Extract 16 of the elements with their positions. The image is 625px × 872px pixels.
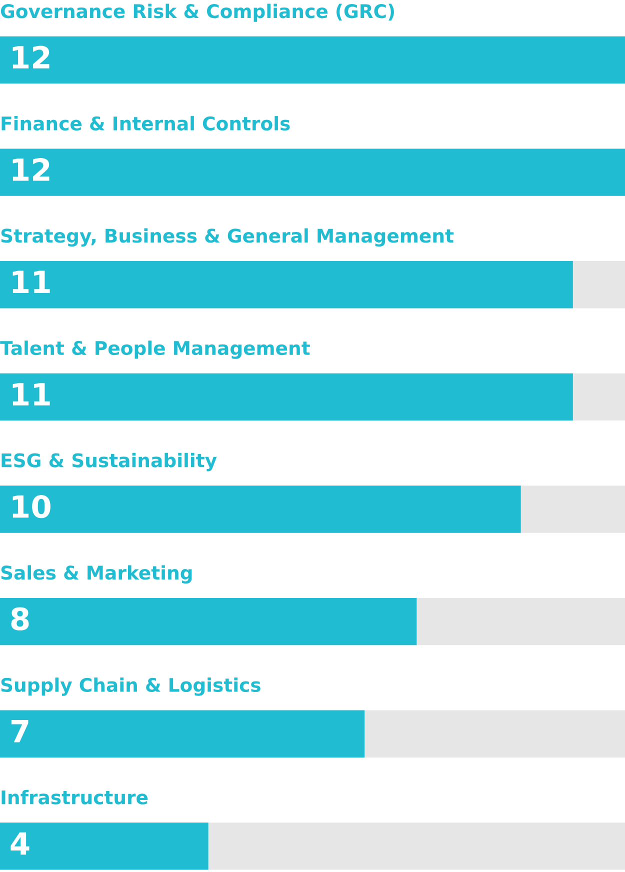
y-tick-label: ESG & Sustainability	[2, 452, 217, 472]
data-label: 11	[12, 270, 50, 294]
data-label: 8	[11, 607, 29, 630]
y-tick-label: Governance Risk & Compliance (GRC)	[0, 4, 394, 22]
y-tick-label: Infrastructure	[2, 790, 148, 804]
y-tick-label: Talent & People Management	[0, 340, 310, 359]
data-label: 12	[12, 46, 50, 68]
y-tick-label: Finance & Internal Controls	[2, 116, 290, 131]
data-label: 10	[12, 494, 50, 518]
y-tick-label: Strategy, Business & General Management	[1, 228, 454, 247]
data-label: 4	[10, 832, 30, 855]
data-label: 12	[12, 158, 50, 181]
data-label: 11	[12, 383, 50, 406]
y-tick-label: Sales & Marketing	[1, 565, 192, 584]
data-label: 7	[11, 720, 28, 742]
y-tick-label: Supply Chain & Logistics	[1, 678, 260, 696]
